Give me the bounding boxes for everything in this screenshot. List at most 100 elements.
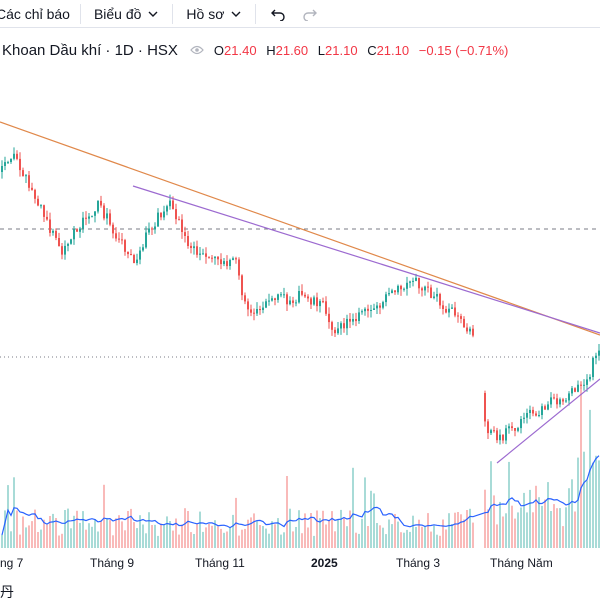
undo-button[interactable] [270, 0, 286, 28]
volume-bar [175, 518, 177, 548]
symbol-title[interactable]: Khoan Dầu khí · 1D · HSX [2, 41, 178, 59]
trendline-purple-lower[interactable] [496, 378, 600, 464]
volume-bar [370, 490, 372, 548]
volume-bar [187, 511, 189, 548]
candle-body [535, 413, 537, 416]
candle-body [409, 281, 411, 283]
volume-bar [232, 514, 234, 548]
volume-bar [388, 519, 390, 548]
candle-body [595, 355, 597, 359]
candle-body [97, 200, 99, 212]
volume-bar [436, 534, 438, 548]
candle-body [220, 259, 222, 265]
volume-bar [565, 507, 567, 548]
volume-bar [469, 508, 471, 548]
volume-bar [346, 526, 348, 548]
candle-body [391, 290, 393, 294]
indicators-button[interactable]: Các chỉ báo [0, 0, 70, 28]
volume-bar [247, 519, 249, 548]
volume-bar [367, 526, 369, 548]
volume-bar [325, 524, 327, 548]
volume-bar [256, 521, 258, 548]
chart-type-button[interactable]: Biểu đồ [94, 0, 158, 28]
candle-body [349, 318, 351, 322]
candle-body [436, 294, 438, 297]
time-axis-label: 2025 [311, 556, 338, 570]
candle-body [250, 309, 252, 313]
volume-bar [319, 518, 321, 548]
candle-body [43, 205, 45, 217]
time-axis-label: Tháng 11 [195, 556, 245, 570]
candle-body [70, 239, 72, 244]
volume-bar [160, 523, 162, 548]
time-axis[interactable]: ng 7 Tháng 9 Tháng 11 2025 Tháng 3 Tháng… [0, 552, 600, 576]
volume-bar [181, 524, 183, 548]
toolbar-separator [255, 3, 257, 24]
candle-body [253, 312, 255, 314]
candle-body [229, 260, 231, 266]
volume-bar [421, 526, 423, 548]
volume-bar [19, 534, 21, 548]
candle-body [520, 419, 522, 429]
candle-body [511, 426, 513, 428]
volume-bar [61, 533, 63, 548]
volume-bar [322, 510, 324, 548]
candle-body [31, 187, 33, 190]
indicators-label: Các chỉ báo [0, 5, 70, 22]
volume-bar [463, 519, 465, 548]
candle-body [337, 328, 339, 334]
open-value: 21.40 [224, 42, 257, 58]
candle-body [313, 297, 315, 305]
volume-bar [541, 505, 543, 548]
top-toolbar: Các chỉ báo Biểu đồ Hồ sơ [0, 0, 600, 28]
volume-bar [166, 516, 168, 548]
volume-bar [520, 507, 522, 548]
volume-bar [85, 529, 87, 548]
candle-body [274, 298, 276, 300]
volume-bar [340, 509, 342, 548]
volume-bar [13, 477, 15, 548]
redo-button[interactable] [302, 0, 318, 28]
volume-bar [505, 513, 507, 548]
candle-body [10, 158, 12, 162]
volume-bar [238, 535, 240, 548]
candle-body [202, 253, 204, 255]
profile-button[interactable]: Hồ sơ [186, 0, 241, 28]
candle-body [400, 285, 402, 290]
volume-bar [208, 523, 210, 548]
toolbar-separator [79, 3, 81, 24]
candle-body [328, 313, 330, 323]
candle-body [214, 256, 216, 259]
volume-bar [424, 526, 426, 548]
volume-bar [268, 533, 270, 548]
price-change: −0.15 (−0.71%) [418, 42, 509, 58]
volume-bar [592, 462, 594, 548]
price-chart[interactable] [0, 0, 600, 552]
volume-bar [595, 455, 597, 548]
high-label: H [266, 42, 276, 58]
volume-bar [310, 513, 312, 548]
candle-body [454, 307, 456, 316]
volume-bar [49, 516, 51, 548]
trendline-orange[interactable] [0, 121, 600, 336]
candle-body [544, 406, 546, 410]
volume-bar [274, 524, 276, 548]
trendline-purple-upper[interactable] [132, 185, 600, 334]
volume-bar [574, 511, 576, 548]
candle-body [145, 232, 147, 248]
volume-histogram [1, 388, 600, 548]
candle-body [586, 379, 588, 385]
candle-body [217, 256, 219, 260]
candle-body [208, 256, 210, 258]
volume-bar [34, 509, 36, 548]
candle-body [112, 224, 114, 234]
volume-bar [196, 523, 198, 548]
low-value: 21.10 [325, 42, 358, 58]
candle-body [415, 277, 417, 281]
candle-body [238, 259, 240, 276]
candle-body [385, 294, 387, 303]
eye-icon[interactable] [190, 45, 204, 55]
volume-bar [223, 532, 225, 548]
volume-bar [22, 516, 24, 548]
candle-body [94, 211, 96, 216]
